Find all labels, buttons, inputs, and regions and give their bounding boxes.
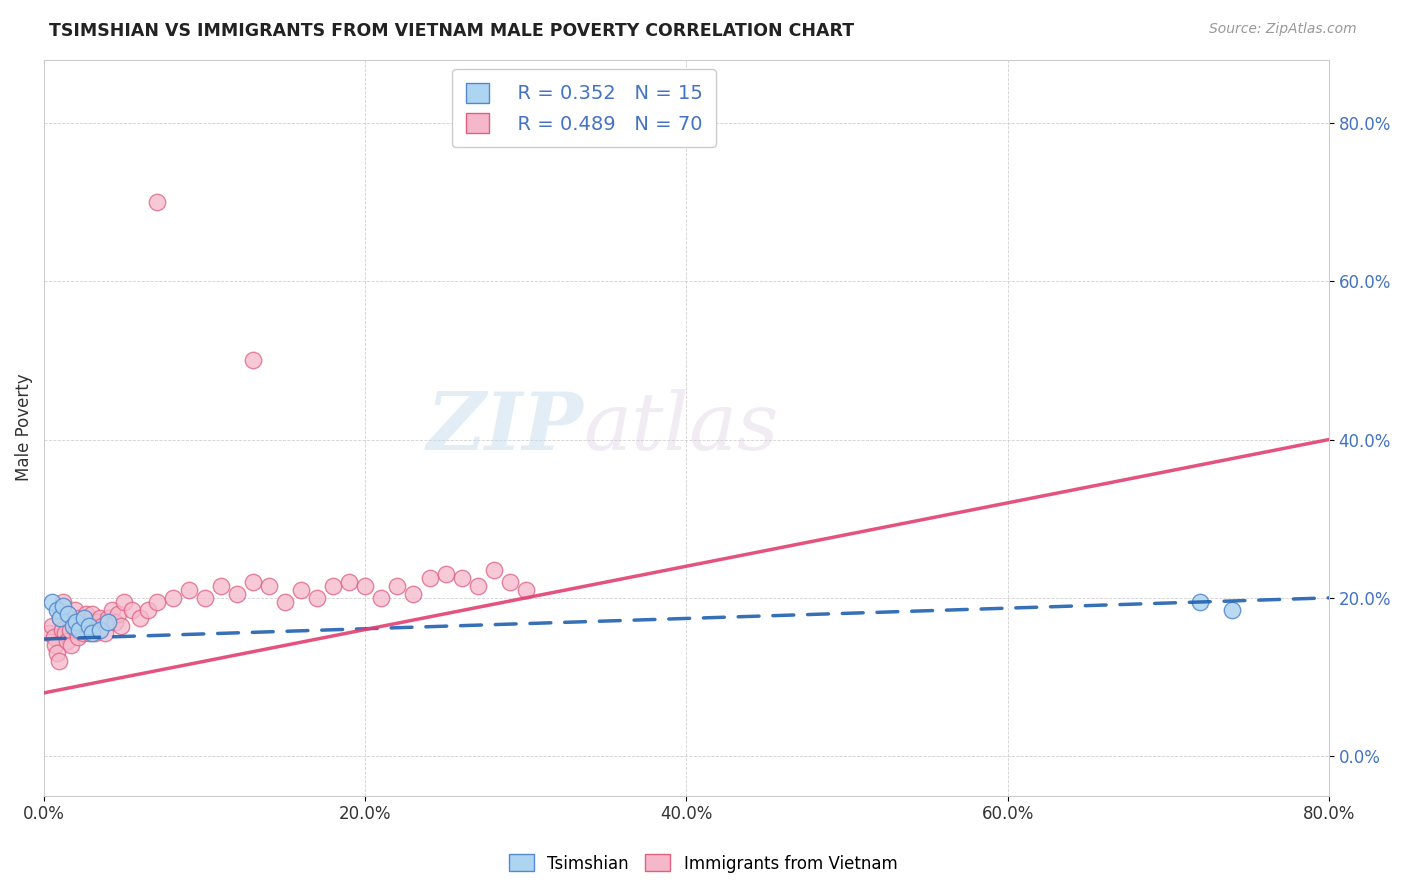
Point	[209, 579, 232, 593]
Point	[52, 599, 75, 613]
Point	[90, 618, 112, 632]
Point	[73, 610, 96, 624]
Point	[79, 615, 101, 629]
Point	[51, 623, 73, 637]
Point	[257, 579, 280, 593]
Point	[402, 587, 425, 601]
Point	[41, 595, 63, 609]
Point	[48, 654, 70, 668]
Point	[450, 571, 472, 585]
Point	[58, 610, 80, 624]
Point	[62, 615, 84, 629]
Point	[63, 603, 86, 617]
Point	[38, 626, 60, 640]
Point	[89, 623, 111, 637]
Text: ZIP: ZIP	[427, 389, 583, 467]
Point	[499, 575, 522, 590]
Point	[434, 567, 457, 582]
Point	[177, 582, 200, 597]
Point	[482, 563, 505, 577]
Point	[82, 626, 104, 640]
Point	[44, 638, 66, 652]
Point	[94, 626, 117, 640]
Point	[86, 615, 108, 629]
Text: TSIMSHIAN VS IMMIGRANTS FROM VIETNAM MALE POVERTY CORRELATION CHART: TSIMSHIAN VS IMMIGRANTS FROM VIETNAM MAL…	[49, 22, 855, 40]
Point	[387, 579, 409, 593]
Point	[83, 618, 105, 632]
Point	[242, 575, 264, 590]
Point	[1222, 603, 1244, 617]
Point	[60, 638, 83, 652]
Point	[53, 626, 76, 640]
Point	[290, 582, 312, 597]
Point	[77, 626, 100, 640]
Point	[307, 591, 329, 605]
Point	[100, 603, 122, 617]
Point	[322, 579, 344, 593]
Point	[49, 603, 72, 617]
Point	[129, 610, 152, 624]
Point	[76, 618, 98, 632]
Point	[370, 591, 392, 605]
Text: Source: ZipAtlas.com: Source: ZipAtlas.com	[1209, 22, 1357, 37]
Point	[65, 615, 87, 629]
Point	[418, 571, 440, 585]
Point	[97, 615, 120, 629]
Point	[65, 623, 87, 637]
Point	[274, 595, 297, 609]
Point	[49, 610, 72, 624]
Point	[82, 607, 104, 621]
Point	[354, 579, 377, 593]
Point	[145, 595, 167, 609]
Point	[59, 623, 82, 637]
Point	[69, 610, 91, 624]
Point	[97, 610, 120, 624]
Point	[66, 631, 89, 645]
Point	[73, 615, 96, 629]
Text: atlas: atlas	[583, 389, 779, 467]
Point	[107, 607, 129, 621]
Point	[62, 618, 84, 632]
Point	[89, 610, 111, 624]
Point	[1189, 595, 1212, 609]
Point	[515, 582, 537, 597]
Point	[46, 603, 69, 617]
Point	[58, 607, 80, 621]
Point	[52, 595, 75, 609]
Point	[77, 618, 100, 632]
Point	[69, 623, 91, 637]
Point	[70, 618, 93, 632]
Point	[467, 579, 489, 593]
Point	[72, 626, 94, 640]
Point	[138, 603, 160, 617]
Point	[49, 610, 72, 624]
Point	[194, 591, 217, 605]
Point	[87, 623, 110, 637]
Point	[84, 626, 107, 640]
Point	[55, 634, 77, 648]
Point	[46, 646, 69, 660]
Point	[112, 595, 135, 609]
Point	[162, 591, 184, 605]
Legend: Tsimshian, Immigrants from Vietnam: Tsimshian, Immigrants from Vietnam	[502, 847, 904, 880]
Point	[75, 607, 97, 621]
Point	[104, 615, 127, 629]
Legend:   R = 0.352   N = 15,   R = 0.489   N = 70: R = 0.352 N = 15, R = 0.489 N = 70	[453, 70, 716, 147]
Point	[225, 587, 247, 601]
Point	[337, 575, 360, 590]
Point	[145, 195, 167, 210]
Y-axis label: Male Poverty: Male Poverty	[15, 374, 32, 482]
Point	[242, 353, 264, 368]
Point	[110, 618, 132, 632]
Point	[42, 631, 65, 645]
Point	[41, 618, 63, 632]
Point	[121, 603, 143, 617]
